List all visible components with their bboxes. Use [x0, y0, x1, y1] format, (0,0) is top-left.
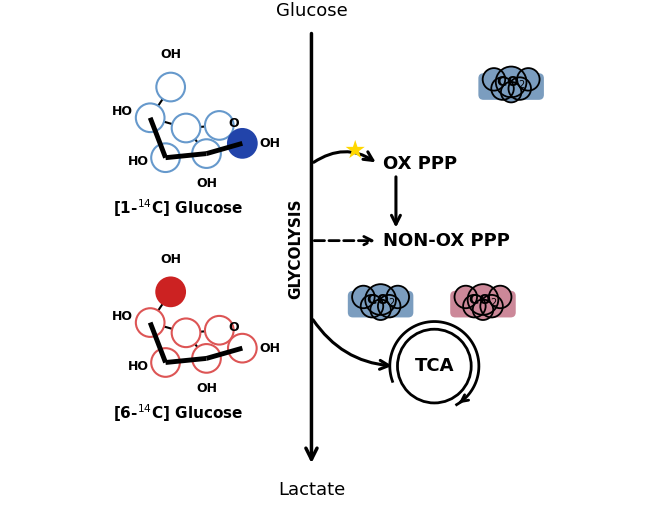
Circle shape — [205, 111, 233, 140]
Circle shape — [491, 77, 514, 100]
Text: OH: OH — [259, 137, 280, 150]
Circle shape — [397, 329, 471, 403]
Text: GLYCOLYSIS: GLYCOLYSIS — [288, 198, 304, 298]
Circle shape — [228, 129, 257, 158]
Circle shape — [468, 284, 498, 315]
Text: O: O — [228, 322, 239, 334]
Text: OH: OH — [259, 342, 280, 355]
Text: ★: ★ — [344, 139, 366, 163]
Circle shape — [496, 67, 527, 97]
Circle shape — [136, 103, 165, 132]
Circle shape — [508, 77, 531, 100]
Circle shape — [480, 295, 503, 317]
Text: OH: OH — [160, 49, 181, 61]
Circle shape — [361, 295, 383, 317]
Circle shape — [205, 316, 233, 345]
Circle shape — [157, 278, 185, 306]
Text: OH: OH — [196, 382, 217, 395]
Text: HO: HO — [112, 105, 133, 118]
Text: HO: HO — [128, 360, 149, 373]
Circle shape — [157, 73, 185, 101]
Circle shape — [501, 82, 521, 102]
Circle shape — [371, 300, 391, 320]
Circle shape — [463, 295, 486, 317]
Circle shape — [517, 68, 540, 91]
Text: TCA: TCA — [415, 357, 454, 375]
Circle shape — [482, 68, 505, 91]
Circle shape — [172, 114, 200, 142]
Text: O: O — [228, 117, 239, 130]
Circle shape — [136, 308, 165, 337]
FancyArrowPatch shape — [314, 237, 372, 245]
Text: Glucose: Glucose — [276, 3, 347, 20]
Circle shape — [172, 318, 200, 347]
Circle shape — [473, 300, 493, 320]
Circle shape — [387, 286, 409, 308]
Circle shape — [378, 295, 401, 317]
Text: CO$_2$: CO$_2$ — [366, 293, 395, 309]
Circle shape — [192, 344, 221, 373]
FancyArrowPatch shape — [313, 320, 389, 369]
Text: [6-$^{14}$C] Glucose: [6-$^{14}$C] Glucose — [113, 402, 244, 423]
Text: Lactate: Lactate — [278, 481, 345, 499]
Text: [1-$^{14}$C] Glucose: [1-$^{14}$C] Glucose — [113, 197, 244, 219]
Circle shape — [151, 348, 180, 377]
Text: OH: OH — [196, 177, 217, 190]
Text: NON-OX PPP: NON-OX PPP — [383, 231, 510, 250]
Circle shape — [352, 286, 375, 308]
Text: HO: HO — [112, 310, 133, 323]
Text: OX PPP: OX PPP — [383, 155, 458, 173]
Circle shape — [151, 143, 180, 172]
FancyBboxPatch shape — [478, 73, 544, 100]
Circle shape — [454, 286, 477, 308]
Circle shape — [489, 286, 511, 308]
Text: CO$_2$: CO$_2$ — [468, 293, 498, 309]
Circle shape — [192, 139, 221, 168]
FancyBboxPatch shape — [450, 291, 516, 317]
Text: HO: HO — [128, 155, 149, 168]
Text: CO$_2$: CO$_2$ — [496, 75, 526, 91]
Circle shape — [228, 334, 257, 362]
FancyBboxPatch shape — [348, 291, 413, 317]
Text: OH: OH — [160, 253, 181, 266]
FancyArrowPatch shape — [314, 152, 373, 162]
Circle shape — [365, 284, 396, 315]
